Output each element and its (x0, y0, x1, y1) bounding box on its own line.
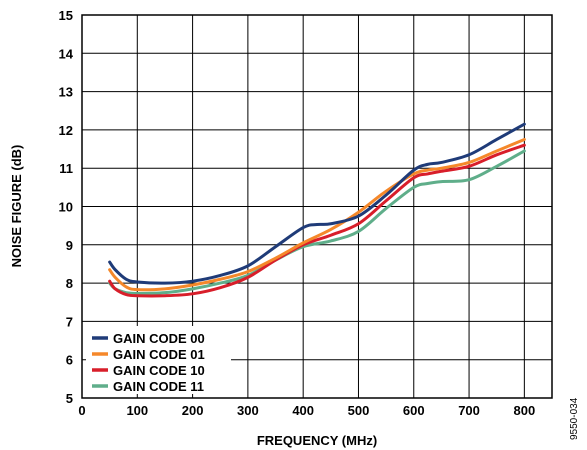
y-tick-label: 10 (59, 200, 73, 215)
y-axis-title: NOISE FIGURE (dB) (9, 145, 24, 268)
x-tick-label: 300 (237, 403, 259, 418)
x-tick-label: 200 (182, 403, 204, 418)
y-tick-label: 6 (66, 353, 73, 368)
x-tick-label: 600 (403, 403, 425, 418)
series-line (108, 122, 526, 285)
y-tick-label: 13 (59, 85, 73, 100)
series-line (108, 149, 526, 295)
x-tick-label: 500 (348, 403, 370, 418)
legend-label: GAIN CODE 11 (113, 379, 204, 394)
y-tick-label: 9 (66, 238, 73, 253)
y-tick-label: 8 (66, 276, 73, 291)
legend-background (86, 326, 231, 394)
x-axis-title: FREQUENCY (MHz) (257, 433, 377, 448)
legend-label: GAIN CODE 01 (113, 347, 205, 362)
series-line (108, 137, 526, 292)
y-tick-label: 14 (59, 46, 74, 61)
x-tick-label: 800 (514, 403, 536, 418)
series-line (108, 143, 526, 298)
tick-labels: 0 100 200 300 400 500 600 700 800 5 6 7 8 9 10 11 12 13 14… (59, 8, 536, 418)
legend-label: GAIN CODE 00 (113, 331, 205, 346)
x-tick-label: 0 (78, 403, 85, 418)
legend-label: GAIN CODE 10 (113, 363, 205, 378)
y-tick-label: 5 (66, 391, 73, 406)
y-tick-label: 7 (66, 314, 73, 329)
y-tick-label: 12 (59, 123, 73, 138)
y-tick-label: 15 (59, 8, 73, 23)
figure-id: 9550-034 (569, 397, 580, 440)
x-tick-label: 100 (126, 403, 148, 418)
x-tick-label: 400 (292, 403, 314, 418)
x-tick-label: 700 (458, 403, 480, 418)
series-lines (108, 122, 526, 298)
y-tick-label: 11 (59, 161, 73, 176)
plot-frame (81, 14, 553, 399)
